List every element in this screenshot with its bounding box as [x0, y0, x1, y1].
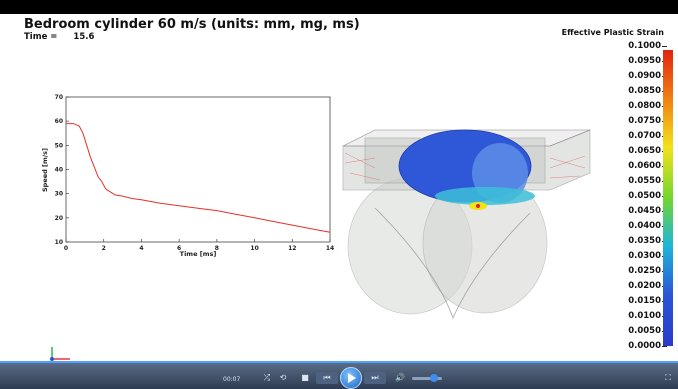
speed-series-line	[66, 123, 331, 233]
legend-colorbar	[663, 50, 673, 346]
cylinder-strain-band	[435, 187, 535, 205]
y-tick-label: 10	[55, 239, 63, 246]
seek-bar[interactable]	[0, 361, 678, 363]
previous-icon[interactable]: ⏮	[316, 372, 338, 384]
repeat-icon[interactable]: ⟲	[279, 373, 287, 382]
axis-triad	[50, 347, 70, 361]
x-tick-label: 8	[215, 245, 219, 252]
shuffle-icon[interactable]: ⤮	[263, 373, 271, 382]
y-tick-label: 30	[55, 191, 63, 198]
volume-knob[interactable]	[430, 374, 438, 382]
playback-clock: 00:07	[223, 376, 241, 383]
play-button[interactable]	[340, 367, 362, 389]
simulation-title: Bedroom cylinder 60 m/s (units: mm, mg, …	[24, 17, 360, 32]
next-icon[interactable]: ⏭	[364, 372, 386, 384]
x-tick-label: 6	[177, 245, 181, 252]
time-readout: Time = 15.6	[24, 32, 94, 42]
y-tick-label: 20	[55, 215, 63, 222]
top-bar	[0, 0, 678, 14]
time-label: Time =	[24, 32, 58, 42]
x-tick-label: 12	[288, 245, 296, 252]
x-tick-label: 14	[326, 245, 334, 252]
mesh-detail-left	[344, 152, 381, 181]
legend-label: 0.0000	[615, 342, 667, 357]
x-tick-label: 10	[250, 245, 258, 252]
volume-icon[interactable]: 🔊	[395, 373, 405, 382]
media-player-bar: 00:07 ⤮ ⟲ ■ ⏮ ⏭ 🔊 ⛶	[0, 361, 678, 389]
fullscreen-icon[interactable]: ⛶	[665, 373, 671, 382]
volume-slider[interactable]	[412, 374, 442, 382]
time-value: 15.6	[73, 32, 95, 42]
y-tick-label: 40	[55, 167, 63, 174]
y-tick-label: 60	[55, 118, 63, 125]
legend-title: Effective Plastic Strain	[561, 28, 664, 37]
bed-inner-fold	[374, 207, 531, 320]
3d-model-view[interactable]	[335, 118, 600, 323]
stop-icon[interactable]: ■	[301, 373, 309, 382]
plot-area	[65, 96, 331, 243]
x-tick-label: 0	[64, 245, 68, 252]
speed-chart: 0 2 4 6 8 10 12 14 10 20 30 40 50 60 70 Time [ms] Spee…	[41, 94, 334, 258]
y-tick-label: 70	[55, 94, 63, 101]
strain-peak	[476, 204, 480, 208]
x-axis-title: Time [ms]	[180, 250, 217, 258]
y-axis-title: Speed [m/s]	[41, 148, 49, 192]
mesh-detail-right	[549, 155, 586, 179]
x-tick-label: 2	[102, 245, 106, 252]
legend-label: 0.1000	[615, 42, 667, 57]
y-tick-label: 50	[55, 142, 63, 149]
x-tick-label: 4	[139, 245, 143, 252]
